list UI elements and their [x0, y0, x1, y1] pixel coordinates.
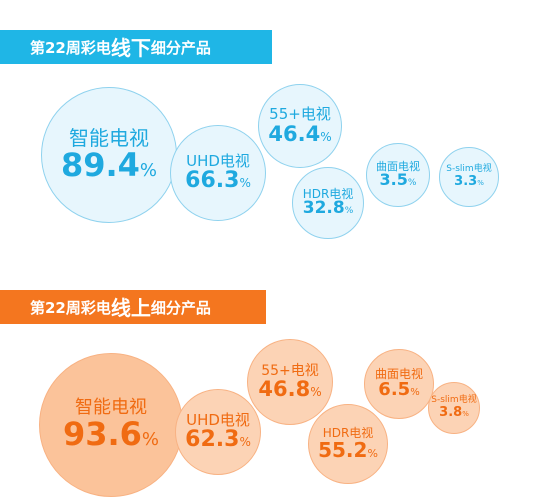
offline-value-number: 3.5 [379, 170, 408, 190]
online-bubble-6: S-slim电视 3.8% [428, 382, 480, 434]
online-bubble-label: S-slim电视 [431, 395, 477, 406]
offline-banner: 第22周彩电 线下 细分产品 [0, 30, 272, 64]
offline-banner-suffix: 细分产品 [150, 39, 211, 57]
online-bubble-value: 3.8% [439, 406, 469, 420]
online-banner: 第22周彩电 线上 细分产品 [0, 290, 266, 324]
offline-value-number: 32.8 [302, 198, 345, 219]
online-value-number: 93.6 [62, 414, 142, 453]
online-bubble-value: 93.6% [62, 414, 160, 453]
online-bubble-label: 55+电视 [261, 362, 319, 379]
offline-bubble-1: 智能电视 89.4% [41, 87, 177, 223]
offline-value-number: 89.4 [60, 145, 140, 184]
offline-bubble-2: UHD电视 66.3% [170, 125, 266, 221]
online-bubble-value: 46.8% [258, 378, 321, 400]
offline-value-unit: % [407, 178, 417, 189]
online-banner-prefix: 第22周彩电 [30, 299, 111, 317]
offline-value-unit: % [139, 159, 158, 181]
online-value-unit: % [367, 446, 378, 460]
offline-value-number: 46.4 [268, 121, 321, 146]
online-value-unit: % [310, 385, 322, 400]
offline-bubble-label: HDR电视 [302, 186, 354, 201]
online-banner-suffix: 细分产品 [150, 299, 211, 317]
online-bubble-4: HDR电视 55.2% [308, 404, 388, 484]
offline-bubble-value: 3.3% [454, 175, 484, 189]
offline-bubble-value: 46.4% [268, 123, 331, 145]
offline-bubble-value: 66.3% [185, 169, 251, 192]
online-value-number: 55.2 [318, 437, 368, 462]
offline-bubble-5: 曲面电视 3.5% [366, 143, 430, 207]
online-value-unit: % [462, 409, 469, 418]
offline-bubble-chart: 智能电视 89.4% UHD电视 66.3% 55+电视 46.4% HDR电视 32.8% 曲… [0, 80, 548, 240]
online-value-number: 6.5 [378, 378, 411, 400]
online-value-number: 46.8 [258, 377, 311, 402]
online-value-unit: % [239, 435, 251, 450]
offline-bubble-3: 55+电视 46.4% [258, 84, 342, 168]
online-bubble-5: 曲面电视 6.5% [364, 349, 434, 419]
offline-bubble-label: UHD电视 [186, 151, 250, 170]
offline-bubble-label: 55+电视 [269, 105, 331, 124]
online-bubble-3: 55+电视 46.8% [247, 339, 333, 425]
offline-value-number: 3.3 [454, 173, 478, 189]
offline-bubble-label: 智能电视 [69, 125, 149, 150]
online-value-number: 62.3 [185, 427, 240, 453]
offline-bubble-label: S-slim电视 [446, 164, 492, 175]
offline-banner-prefix: 第22周彩电 [30, 39, 111, 57]
online-bubble-value: 62.3% [185, 428, 251, 451]
online-value-unit: % [141, 428, 160, 450]
offline-bubble-value: 3.5% [379, 170, 417, 190]
online-bubble-chart: 智能电视 93.6% UHD电视 62.3% 55+电视 46.8% HDR电视 55.2% 曲… [0, 335, 548, 500]
offline-value-number: 66.3 [185, 168, 240, 194]
online-value-unit: % [410, 386, 420, 398]
offline-bubble-value: 32.8% [302, 198, 354, 219]
offline-banner-emph: 线下 [110, 36, 151, 60]
online-bubble-value: 6.5% [378, 378, 420, 400]
offline-bubble-label: 曲面电视 [376, 159, 420, 173]
offline-bubble-6: S-slim电视 3.3% [439, 147, 499, 207]
offline-value-unit: % [239, 176, 251, 191]
offline-value-unit: % [477, 178, 484, 187]
online-bubble-label: UHD电视 [186, 410, 250, 429]
online-bubble-1: 智能电视 93.6% [39, 353, 183, 497]
offline-bubble-4: HDR电视 32.8% [292, 167, 364, 239]
online-bubble-2: UHD电视 62.3% [175, 389, 261, 475]
online-bubble-label: 智能电视 [75, 396, 147, 418]
online-banner-emph: 线上 [110, 296, 151, 320]
offline-value-unit: % [344, 206, 354, 217]
offline-value-unit: % [320, 129, 332, 144]
online-value-number: 3.8 [439, 404, 463, 420]
offline-bubble-value: 89.4% [60, 145, 158, 184]
online-bubble-label: HDR电视 [322, 426, 374, 441]
online-bubble-label: 曲面电视 [374, 367, 423, 382]
online-bubble-value: 55.2% [318, 437, 378, 462]
